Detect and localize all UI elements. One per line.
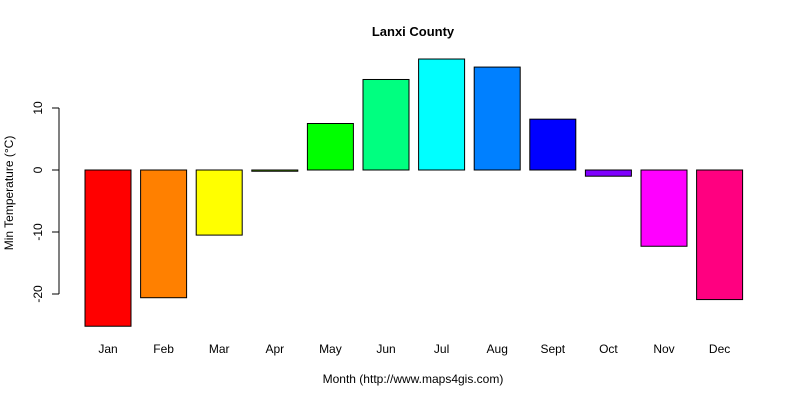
x-axis-label: Month (http://www.maps4gis.com) bbox=[323, 372, 504, 386]
x-tick-label: Feb bbox=[153, 342, 174, 356]
bar-jun bbox=[362, 78, 410, 171]
x-tick-label: Jun bbox=[376, 342, 395, 356]
x-tick-label: Apr bbox=[265, 342, 284, 356]
y-axis-label: Min Temperature (°C) bbox=[2, 136, 16, 251]
x-tick-label: Jul bbox=[434, 342, 449, 356]
x-tick-labels: Jan Feb Mar Apr May Jun Jul Aug Sept Oct Nov Dec bbox=[98, 342, 730, 356]
bars bbox=[84, 58, 744, 327]
y-tick-label: 0 bbox=[31, 166, 45, 173]
x-tick-label: Mar bbox=[209, 342, 230, 356]
y-axis: -20 -10 0 10 bbox=[31, 101, 60, 303]
y-tick-label: 10 bbox=[31, 101, 45, 115]
x-tick-label: Aug bbox=[487, 342, 508, 356]
bar-nov bbox=[640, 169, 688, 247]
bar-feb bbox=[140, 169, 188, 299]
x-tick-label: Dec bbox=[709, 342, 730, 356]
bar-sept bbox=[529, 118, 577, 171]
bar-jul bbox=[418, 58, 466, 171]
bar-mar bbox=[195, 169, 243, 236]
chart-title: Lanxi County bbox=[372, 24, 455, 39]
bar-jan bbox=[84, 169, 132, 327]
bar-apr bbox=[251, 169, 299, 172]
x-tick-label: Jan bbox=[98, 342, 117, 356]
x-tick-label: Sept bbox=[540, 342, 565, 356]
x-tick-label: Nov bbox=[653, 342, 674, 356]
y-tick-label: -20 bbox=[31, 285, 45, 303]
x-tick-label: Oct bbox=[599, 342, 618, 356]
bar-oct bbox=[584, 169, 632, 177]
bar-aug bbox=[473, 66, 521, 171]
x-tick-label: May bbox=[319, 342, 342, 356]
bar-may bbox=[306, 123, 354, 171]
y-tick-label: -10 bbox=[31, 223, 45, 241]
bar-dec bbox=[696, 169, 744, 301]
